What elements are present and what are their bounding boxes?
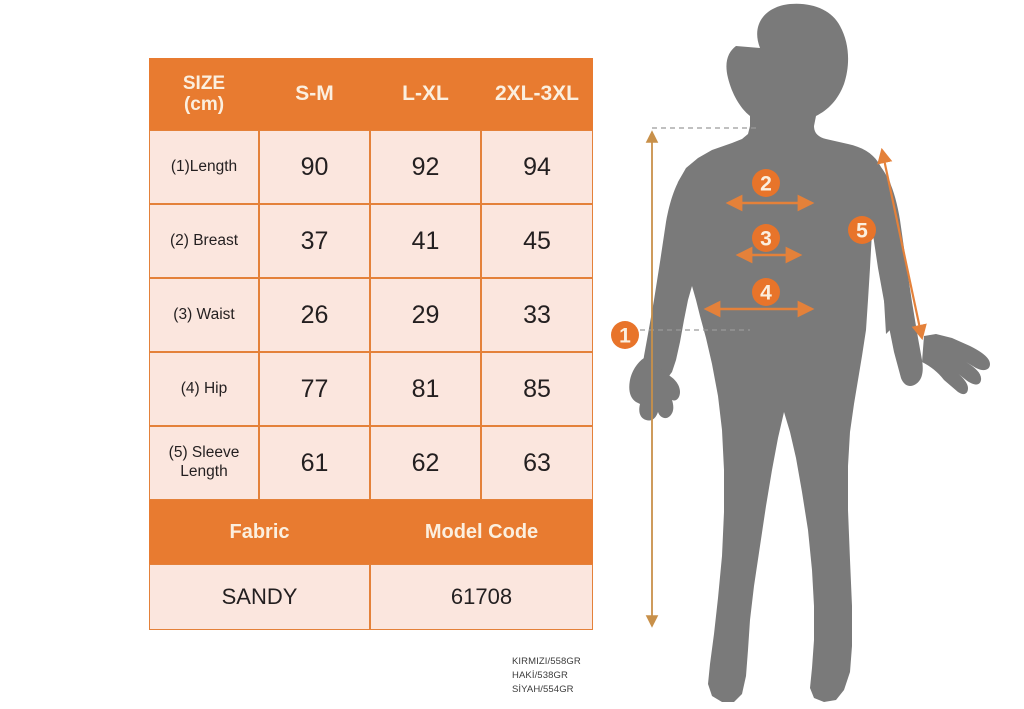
cell-sleeve-s-m: 61 xyxy=(259,426,370,500)
cell-breast-2xl-3xl: 45 xyxy=(481,204,593,278)
footer-label-fabric: Fabric xyxy=(149,500,370,564)
measure-arrow-sleeve-length xyxy=(877,147,927,341)
cell-breast-s-m: 37 xyxy=(259,204,370,278)
footer-value-row: SANDY 61708 xyxy=(149,564,593,630)
marker-2-label: 2 xyxy=(760,173,772,196)
cell-length-l-xl: 92 xyxy=(370,130,481,204)
cell-breast-l-xl: 41 xyxy=(370,204,481,278)
table-row: (3) Waist 26 29 33 xyxy=(149,278,593,352)
marker-4: 4 xyxy=(752,278,780,306)
table-row: (5) Sleeve Length 61 62 63 xyxy=(149,426,593,500)
row-label-breast: (2) Breast xyxy=(149,204,259,278)
row-label-sleeve-length: (5) Sleeve Length xyxy=(149,426,259,500)
marker-1-label: 1 xyxy=(619,325,631,348)
color-weight-note: KIRMIZI/558GR HAKİ/538GR SİYAH/554GR xyxy=(512,655,581,696)
cell-sleeve-l-xl: 62 xyxy=(370,426,481,500)
cell-hip-s-m: 77 xyxy=(259,352,370,426)
header-cell-s-m: S-M xyxy=(259,58,370,130)
measurement-figure-panel: 1 2 3 4 5 xyxy=(600,0,1024,709)
cell-hip-l-xl: 81 xyxy=(370,352,481,426)
table-row: (1)Length 90 92 94 xyxy=(149,130,593,204)
header-size-line1: SIZE xyxy=(182,72,226,94)
table-header-row: SIZE (cm) S-M L-XL 2XL-3XL xyxy=(149,58,593,130)
header-cell-size: SIZE (cm) xyxy=(149,58,259,130)
color-note-line-haki: HAKİ/538GR xyxy=(512,669,568,681)
row-label-waist: (3) Waist xyxy=(149,278,259,352)
female-silhouette-icon xyxy=(629,3,990,702)
marker-1: 1 xyxy=(611,321,639,349)
cell-waist-l-xl: 29 xyxy=(370,278,481,352)
row-label-length: (1)Length xyxy=(149,130,259,204)
cell-length-2xl-3xl: 94 xyxy=(481,130,593,204)
marker-5: 5 xyxy=(848,216,876,244)
cell-waist-s-m: 26 xyxy=(259,278,370,352)
footer-label-model-code: Model Code xyxy=(370,500,593,564)
table-row: (4) Hip 77 81 85 xyxy=(149,352,593,426)
table-row: (2) Breast 37 41 45 xyxy=(149,204,593,278)
marker-5-label: 5 xyxy=(856,220,868,243)
marker-3-label: 3 xyxy=(760,228,772,251)
header-cell-l-xl: L-XL xyxy=(370,58,481,130)
cell-hip-2xl-3xl: 85 xyxy=(481,352,593,426)
marker-3: 3 xyxy=(752,224,780,252)
cell-length-s-m: 90 xyxy=(259,130,370,204)
cell-waist-2xl-3xl: 33 xyxy=(481,278,593,352)
color-note-line-siyah: SİYAH/554GR xyxy=(512,683,574,695)
header-cell-2xl-3xl: 2XL-3XL xyxy=(481,58,593,130)
footer-header-row: Fabric Model Code xyxy=(149,500,593,564)
header-size-line2: (cm) xyxy=(183,94,225,115)
marker-2: 2 xyxy=(752,169,780,197)
color-note-line-kirmizi: KIRMIZI/558GR xyxy=(512,656,581,667)
size-chart-table: SIZE (cm) S-M L-XL 2XL-3XL (1)Length 90 … xyxy=(149,58,593,630)
cell-sleeve-2xl-3xl: 63 xyxy=(481,426,593,500)
footer-value-fabric: SANDY xyxy=(149,564,370,630)
measure-arrow-length xyxy=(640,127,760,628)
row-label-hip: (4) Hip xyxy=(149,352,259,426)
footer-value-model-code: 61708 xyxy=(370,564,593,630)
marker-4-label: 4 xyxy=(760,282,772,305)
